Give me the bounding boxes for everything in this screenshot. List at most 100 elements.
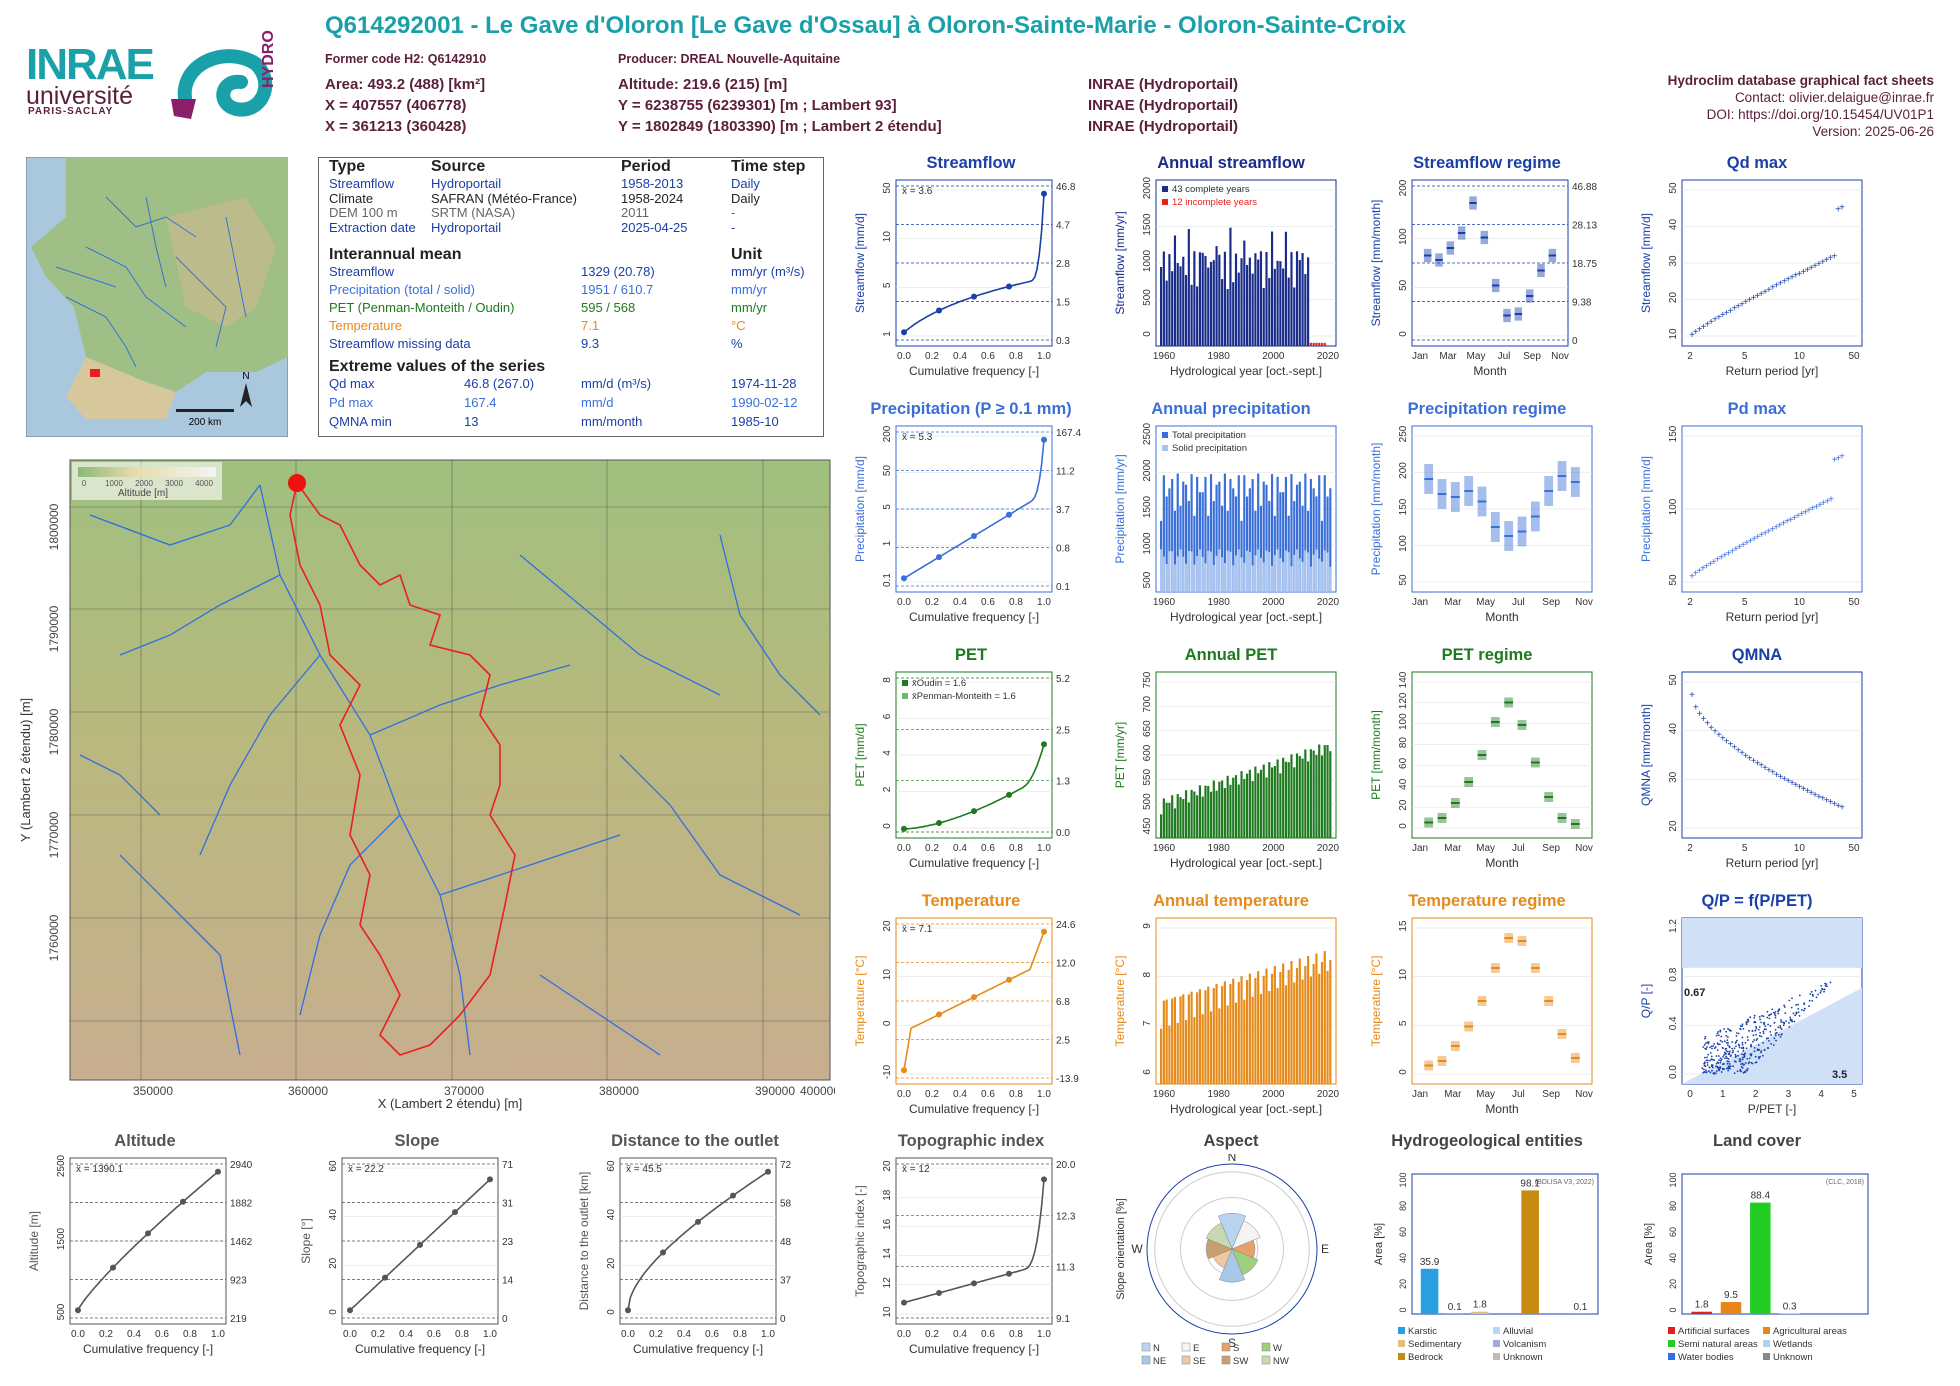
annual-bar-solid: [1301, 562, 1303, 592]
ytick-label: 10: [882, 1306, 893, 1318]
right-tick-label: 0.8: [1056, 544, 1070, 555]
daily-point: [1709, 1060, 1711, 1062]
annual-bar: [1277, 759, 1279, 838]
right-tick-label: 1882: [230, 1199, 253, 1210]
ytick-label: 20: [1398, 1279, 1408, 1289]
category-bar: [1750, 1203, 1771, 1314]
xtick-label: 2: [1687, 843, 1693, 854]
annual-bar: [1179, 797, 1181, 838]
daily-point: [1747, 1036, 1749, 1038]
xtick-label: Nov: [1575, 843, 1593, 854]
xtick-label: 0.4: [677, 1329, 691, 1340]
ytick-label: 60: [606, 1160, 617, 1172]
daily-point: [1756, 1027, 1758, 1029]
quantile-point: [452, 1209, 458, 1215]
annual-bar: [1179, 266, 1181, 346]
annual-bar: [1188, 994, 1190, 1084]
right-tick-label: 4.7: [1056, 221, 1070, 232]
ytick-label: 2000: [1142, 459, 1153, 482]
xtick-label: 0.2: [371, 1329, 385, 1340]
annual-bar: [1182, 799, 1184, 838]
daily-point: [1830, 982, 1832, 984]
daily-point: [1770, 1034, 1772, 1036]
chart-title: Aspect: [1112, 1132, 1350, 1151]
contact-email[interactable]: Contact: olivier.delaigue@inrae.fr: [1668, 89, 1934, 106]
xtick-label: Jul: [1498, 351, 1511, 362]
annual-bar-solid: [1168, 551, 1170, 592]
xtick-label: 0.6: [427, 1329, 441, 1340]
daily-point: [1788, 1000, 1790, 1002]
right-tick-label: 0: [502, 1314, 508, 1325]
annual-bar-solid: [1174, 564, 1176, 592]
contact-doi[interactable]: DOI: https://doi.org/10.15454/UV01P1: [1668, 106, 1934, 123]
ytick-label: 8: [1142, 971, 1153, 977]
daily-point: [1740, 1063, 1742, 1065]
daily-point: [1777, 1011, 1779, 1013]
annual-bar-solid: [1185, 564, 1187, 592]
chart-qmna: QMNA 50 40 30 20 2 5 10 50 Return period [yr] QMNA…: [1638, 650, 1876, 880]
rp-point: +: [1828, 494, 1834, 505]
annual-bar: [1318, 974, 1320, 1084]
quantile-point: [901, 1067, 907, 1073]
quantile-point: [180, 1199, 186, 1205]
chart-streamflow_fdc: Streamflow 50 10 5 1 0.0 0.2 0.4 0.6 0.8 1.0 46.8 4.…: [852, 158, 1090, 388]
quantile-point: [417, 1242, 423, 1248]
daily-point: [1734, 1072, 1736, 1074]
ytick-label: 1: [882, 540, 893, 546]
xtick-label: Nov: [1551, 351, 1569, 362]
annual-bar-solid: [1257, 549, 1259, 592]
ytick-label: 500: [1142, 289, 1153, 306]
annual-bar: [1213, 780, 1215, 838]
right-tick-label: 14: [502, 1276, 514, 1287]
xtick-label: 2020: [1317, 843, 1340, 854]
legend-entry: x̄Oudin = 1.6: [912, 678, 966, 689]
ytick-label: 650: [1142, 720, 1153, 737]
info-period: 1958-2013: [621, 176, 683, 191]
xtick-label: 0.6: [705, 1329, 719, 1340]
ytick-label: 40: [1398, 778, 1409, 790]
plot-frame: [1682, 1174, 1868, 1314]
xtick-label: 2000: [1262, 843, 1285, 854]
daily-point: [1775, 1040, 1777, 1042]
annual-bar: [1304, 966, 1306, 1084]
annual-bar-solid: [1191, 551, 1193, 592]
source-2: INRAE (Hydroportail): [1088, 97, 1238, 114]
right-tick-label: 1.3: [1056, 777, 1070, 788]
annual-bar: [1215, 246, 1217, 346]
annual-bar: [1174, 808, 1176, 838]
category-bar: [1691, 1312, 1712, 1314]
annual-bar: [1265, 252, 1267, 346]
quantile-point: [110, 1265, 116, 1271]
xtick-label: Jul: [1512, 843, 1525, 854]
right-tick-label: 2.5: [1056, 725, 1070, 736]
daily-point: [1722, 1063, 1724, 1065]
mean-label: x̄ = 5.3: [902, 432, 933, 443]
annual-bar: [1299, 959, 1301, 1084]
ytick-label: 10: [1398, 969, 1409, 981]
annual-bar: [1199, 785, 1201, 838]
source-1: INRAE (Hydroportail): [1088, 76, 1238, 93]
annual-bar: [1282, 758, 1284, 838]
annual-bar: [1254, 978, 1256, 1084]
annual-bar: [1329, 960, 1331, 1084]
right-tick-label: 24.6: [1056, 920, 1076, 931]
annual-bar-solid: [1304, 550, 1306, 592]
daily-point: [1704, 1038, 1706, 1040]
extreme-unit: mm/d: [581, 395, 614, 410]
quantile-point: [487, 1176, 493, 1182]
y-axis-label: Slope [°]: [299, 1218, 313, 1264]
xtick-label: 0.2: [925, 843, 939, 854]
annual-bar: [1202, 797, 1204, 838]
daily-point: [1762, 1042, 1764, 1044]
altitude-legend-tick: 0: [82, 479, 87, 488]
annual-bar-solid: [1296, 549, 1298, 592]
xtick-label: 0.4: [953, 597, 967, 608]
daily-point: [1742, 1064, 1744, 1066]
quantile-point: [382, 1275, 388, 1281]
annual-bar: [1196, 795, 1198, 838]
annual-bar-solid: [1193, 565, 1195, 592]
chart-annual_pet: Annual PET 750 700 650 600 550 500 450 1960 1980 2…: [1112, 650, 1350, 880]
right-tick-label: 71: [502, 1160, 514, 1171]
annual-bar: [1299, 260, 1301, 346]
mean-unit: mm/yr (m³/s): [731, 264, 805, 279]
